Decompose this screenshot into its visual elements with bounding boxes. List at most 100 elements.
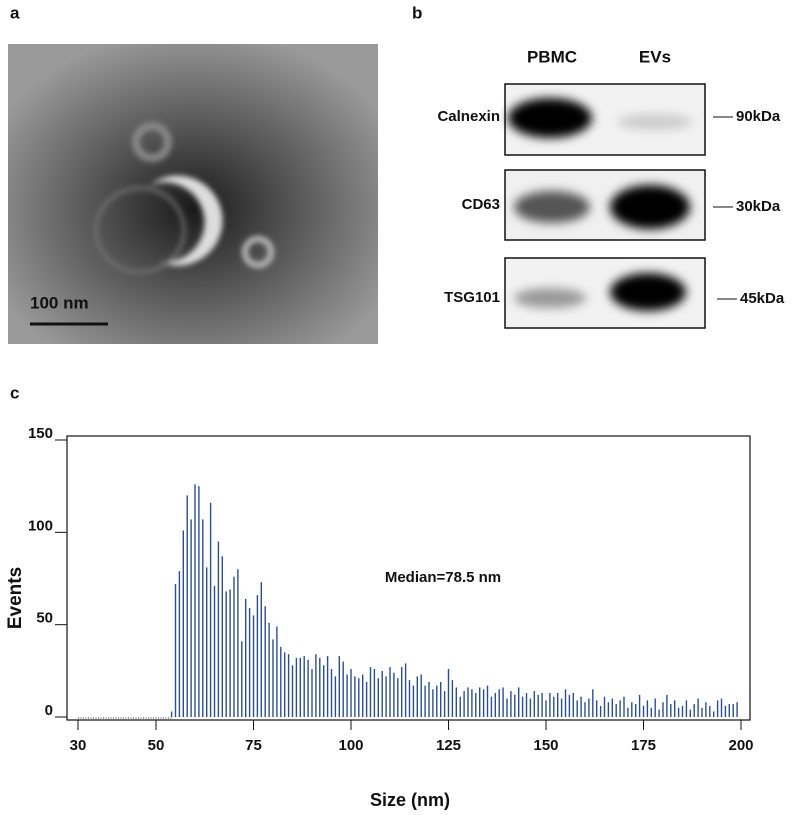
bar	[241, 641, 243, 717]
bar	[471, 689, 473, 717]
bar	[459, 696, 461, 717]
bar	[642, 705, 645, 717]
x-tick-label: 100	[338, 737, 363, 754]
bar	[568, 694, 571, 717]
bar	[592, 689, 594, 717]
bar	[338, 656, 340, 717]
annotation: Median=78.5 nm	[385, 569, 501, 586]
bar	[494, 692, 496, 717]
blots	[504, 83, 737, 329]
bar	[510, 691, 512, 717]
bar	[264, 606, 266, 717]
bar	[709, 705, 711, 717]
bar	[385, 676, 387, 717]
marker-label: 30kDa	[736, 198, 781, 215]
marker-label: 90kDa	[736, 108, 781, 125]
bar	[358, 678, 360, 717]
scale-bar-label: 100 nm	[30, 293, 89, 312]
bar	[311, 668, 313, 717]
bar	[326, 656, 329, 717]
bar	[623, 696, 625, 717]
bar	[713, 711, 715, 717]
bar	[408, 680, 411, 717]
x-axis-label: Size (nm)	[370, 790, 450, 810]
bar	[537, 694, 539, 717]
y-axis-label: Events	[5, 567, 26, 629]
bar	[424, 685, 426, 717]
bar	[560, 698, 563, 717]
bar	[514, 694, 516, 717]
bar	[256, 595, 259, 717]
bar	[174, 584, 177, 717]
bar	[229, 589, 231, 717]
bar	[529, 698, 532, 717]
bar	[549, 692, 551, 717]
bar	[276, 626, 278, 717]
bar	[490, 696, 493, 717]
bar	[541, 692, 543, 717]
y-tick-label: 50	[36, 610, 53, 627]
bar	[404, 663, 407, 717]
bar	[482, 689, 485, 717]
bar	[599, 705, 602, 717]
bar	[447, 668, 450, 717]
bar	[467, 687, 469, 717]
bar	[588, 698, 590, 717]
vesicles	[94, 122, 274, 274]
bar	[557, 692, 559, 717]
bar	[248, 608, 251, 717]
bar	[198, 486, 200, 717]
y-tick-label: 100	[28, 517, 53, 534]
bar	[260, 582, 262, 717]
bar	[178, 571, 181, 717]
bar	[365, 681, 368, 717]
bar	[334, 676, 337, 717]
bar	[502, 687, 504, 717]
bar	[401, 667, 403, 717]
bar	[580, 696, 582, 717]
bar	[287, 654, 290, 717]
bar	[576, 700, 578, 717]
bar	[397, 678, 399, 717]
y-tick-label: 0	[45, 702, 53, 719]
bar	[635, 704, 637, 717]
bar	[252, 615, 255, 717]
x-tick-label: 150	[533, 737, 558, 754]
bar	[206, 567, 208, 717]
bar	[584, 702, 586, 717]
lane-label: PBMC	[527, 47, 577, 66]
bar	[194, 484, 196, 717]
bar	[170, 711, 173, 717]
bar	[432, 689, 434, 717]
bar	[295, 657, 298, 717]
bar	[506, 698, 508, 717]
bar	[420, 674, 422, 717]
bar	[202, 519, 204, 717]
bar	[697, 698, 699, 717]
y-tick-label: 150	[28, 425, 53, 442]
bar	[182, 530, 184, 717]
bar	[303, 656, 305, 717]
bar	[720, 698, 723, 717]
bar	[330, 668, 333, 717]
bar	[564, 689, 567, 717]
bar	[377, 678, 379, 717]
bar	[681, 705, 684, 717]
bar	[280, 646, 282, 717]
bar	[533, 691, 535, 717]
bar	[362, 674, 364, 717]
bar	[607, 702, 610, 717]
bar	[245, 598, 247, 717]
bar	[217, 541, 220, 717]
bar	[705, 702, 707, 717]
bar	[553, 696, 555, 717]
bar	[689, 709, 691, 717]
bar	[650, 707, 652, 717]
bar	[463, 691, 465, 717]
bar	[716, 700, 719, 717]
bar	[369, 667, 372, 717]
bar	[342, 661, 344, 717]
bar	[615, 704, 617, 717]
bar	[209, 502, 212, 717]
